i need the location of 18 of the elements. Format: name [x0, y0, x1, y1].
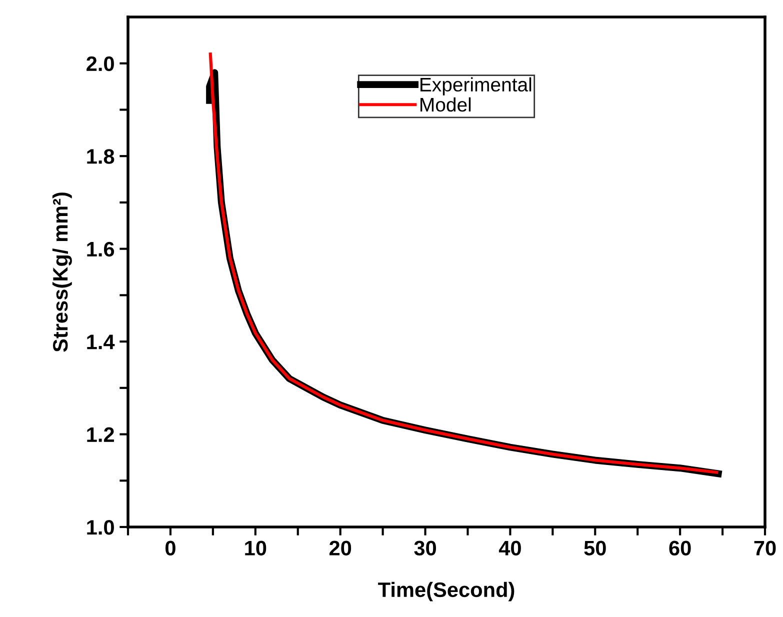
x-tick-label: 0 — [166, 540, 176, 556]
y-tick-label: 1.4 — [87, 334, 115, 350]
legend-label: Experimental — [420, 77, 532, 96]
x-tick-label: 50 — [584, 540, 606, 556]
y-axis-title: Stress(Kg/ mm²) — [52, 192, 72, 352]
y-tick-label: 1.6 — [87, 242, 114, 257]
x-tick-label: 40 — [498, 540, 521, 556]
y-tick-label: 1.0 — [87, 520, 114, 535]
x-axis-title: Time(Second) — [378, 582, 514, 602]
x-tick-label: 70 — [754, 540, 776, 556]
legend-label: Model — [420, 97, 471, 112]
x-tick-label: 60 — [669, 540, 691, 556]
x-tick-label: 10 — [245, 540, 266, 556]
y-tick-label: 2.0 — [86, 56, 114, 72]
y-tick-label: 1.8 — [87, 149, 114, 164]
x-tick-label: 20 — [329, 540, 352, 556]
x-tick-label: 30 — [414, 540, 436, 556]
y-tick-label: 1.2 — [87, 427, 114, 442]
